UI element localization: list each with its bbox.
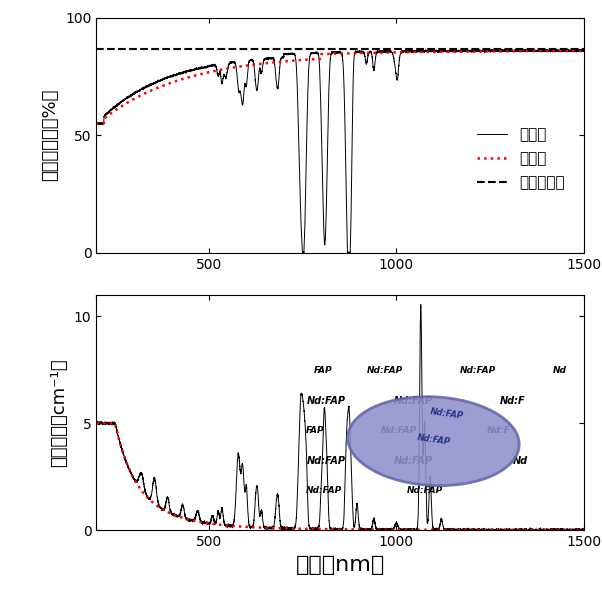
实验値 — [211, 61, 219, 68]
计算値 — [206, 68, 213, 75]
理论透射率 — [18, 46, 25, 53]
Text: Nd:F: Nd:F — [500, 396, 526, 405]
实验値 — [580, 48, 588, 55]
计算値 — [276, 58, 284, 65]
实验値 — [93, 120, 100, 127]
Text: Nd:FAP: Nd:FAP — [416, 433, 451, 446]
Text: FAP: FAP — [306, 426, 325, 435]
实验値 — [276, 60, 284, 67]
计算値 — [311, 55, 318, 62]
Ellipse shape — [348, 397, 519, 485]
Y-axis label: 直线透射率（%）: 直线透射率（%） — [42, 89, 60, 181]
Text: Nd:FAP: Nd:FAP — [367, 366, 403, 375]
计算値 — [93, 120, 100, 127]
实验値 — [311, 49, 318, 56]
实验値 — [564, 46, 571, 53]
计算値 — [577, 47, 584, 54]
计算値 — [208, 68, 216, 75]
X-axis label: 波长（nm）: 波长（nm） — [296, 554, 385, 574]
Line: 计算値: 计算値 — [96, 51, 584, 124]
计算値 — [211, 68, 219, 75]
Text: FAP: FAP — [314, 366, 333, 375]
Line: 实验値: 实验値 — [96, 49, 584, 254]
Text: Nd:FAP: Nd:FAP — [394, 396, 433, 405]
Y-axis label: 散射系数（cm⁻¹）: 散射系数（cm⁻¹） — [51, 358, 68, 467]
Text: Nd:F: Nd:F — [553, 366, 576, 375]
Legend: 实验値, 计算値, 理论透射率: 实验値, 计算値, 理论透射率 — [471, 121, 571, 197]
实验値 — [206, 62, 213, 70]
Text: Nd:FAP: Nd:FAP — [394, 456, 433, 465]
Text: Nd:FAP: Nd:FAP — [407, 486, 443, 495]
理论透射率 — [17, 46, 25, 53]
Text: Nd: Nd — [513, 456, 528, 465]
Text: Nd:FAP: Nd:FAP — [306, 396, 346, 405]
Text: Nd:FAP: Nd:FAP — [306, 486, 343, 495]
Text: Nd:FAP: Nd:FAP — [380, 426, 417, 435]
实验値 — [208, 63, 216, 70]
Text: Nd:FAP: Nd:FAP — [429, 406, 464, 420]
Text: Nd:FAP: Nd:FAP — [460, 366, 496, 375]
实验値 — [577, 47, 584, 54]
实验値 — [300, 250, 307, 257]
Text: Nd:FAP: Nd:FAP — [306, 456, 346, 465]
Text: Nd:F: Nd:F — [486, 426, 510, 435]
计算値 — [580, 47, 588, 54]
